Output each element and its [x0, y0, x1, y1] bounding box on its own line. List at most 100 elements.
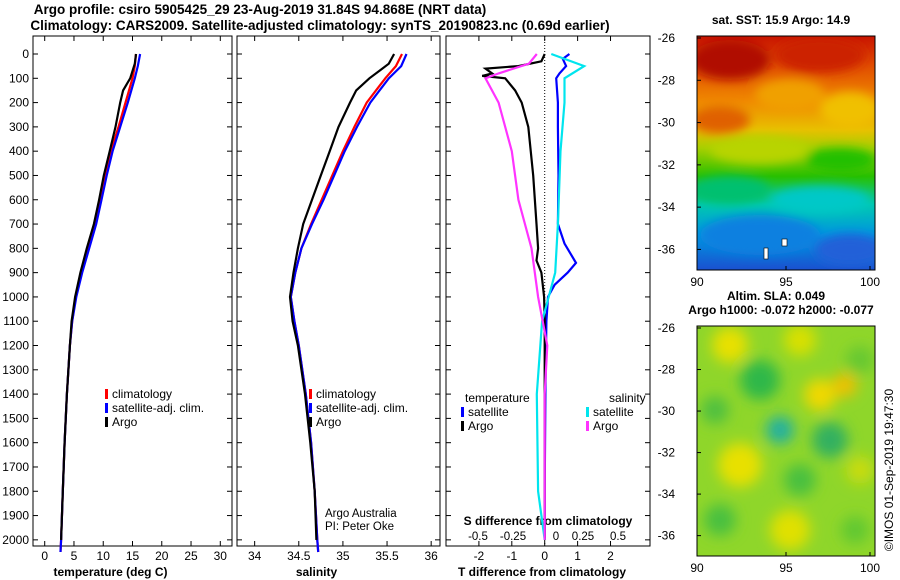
legend-label: satellite-adj. clim.: [316, 401, 408, 415]
map-title: sat. SST: 15.9 Argo: 14.9: [712, 13, 851, 27]
y-tick-label: 2000: [2, 533, 29, 547]
temperature-panel: 0100200300400500600700800900100011001200…: [2, 35, 233, 579]
side-stamp: ©IMOS 01-Sep-2019 19:47:30: [882, 389, 896, 552]
y-tick-label: 0: [22, 47, 29, 61]
legend-label: climatology: [112, 387, 172, 401]
s-tick-label: -0.5: [468, 531, 488, 543]
annotation-line: PI: Peter Oke: [325, 521, 394, 533]
legend-swatch: [309, 403, 312, 413]
s-tick-label: -0.25: [500, 531, 526, 543]
map-title: Argo h1000: -0.072 h2000: -0.077: [688, 303, 874, 317]
sst-map-axes: 90 95 100 -26 -28 -30 -32 -34 -36 sat. SST: 15.9 …: [658, 13, 881, 289]
x-tick-label: 30: [214, 549, 228, 563]
y-tick-label: -32: [658, 446, 676, 460]
legend-title-temperature: temperature: [465, 391, 530, 405]
legend-title-salinity: salinity: [609, 391, 646, 405]
y-tick-label: -26: [658, 31, 676, 45]
y-tick-label: 1700: [2, 460, 29, 474]
series-line-argo: [288, 53, 396, 540]
sla-map: [696, 325, 876, 557]
series-line-t-satellite: [543, 53, 578, 540]
y-tick-label: -28: [658, 363, 676, 377]
difference-panel: -2 -1 0 1 2 T difference from climatology S di…: [445, 35, 651, 579]
x-tick-label: -2: [474, 549, 485, 563]
salinity-frame: [236, 35, 441, 547]
x-tick-label: 90: [690, 275, 704, 289]
sla-map-axes: 90 95 100 -26 -28 -30 -32 -34 -36 Argo h1000: -0.…: [658, 289, 881, 575]
legend-label: satellite-adj. clim.: [112, 401, 204, 415]
legend-label: Argo: [593, 419, 619, 433]
y-tick-label: 1400: [2, 387, 29, 401]
y-tick-label: 1000: [2, 290, 29, 304]
x-tick-label: 34: [248, 549, 262, 563]
x-tick-label: 15: [126, 549, 140, 563]
series-line-t-argo: [481, 53, 546, 540]
x-tick-label: 10: [97, 549, 111, 563]
y-tick-label: 700: [9, 217, 29, 231]
legend-swatch: [461, 407, 464, 417]
x-axis-label: salinity: [296, 565, 338, 579]
s-axis-label: S difference from climatology: [464, 514, 633, 528]
legend-swatch: [309, 389, 312, 399]
y-tick-label: 1300: [2, 363, 29, 377]
x-tick-label: 90: [690, 561, 704, 575]
map-title: Altim. SLA: 0.049: [727, 289, 825, 303]
y-tick-label: 1800: [2, 484, 29, 498]
legend-swatch: [461, 421, 464, 431]
y-tick-label: 1900: [2, 509, 29, 523]
y-tick-label: -28: [658, 73, 676, 87]
y-tick-label: -34: [658, 487, 676, 501]
y-tick-label: 1100: [3, 314, 29, 328]
y-tick-label: 1600: [2, 436, 29, 450]
legend-label: Argo: [468, 419, 494, 433]
s-tick-label: 0.25: [572, 531, 594, 543]
legend-label: climatology: [316, 387, 376, 401]
x-axis-label: temperature (deg C): [53, 565, 167, 579]
series-line-argo: [60, 53, 138, 540]
legend-swatch: [309, 417, 312, 427]
legend-label: Argo: [112, 415, 138, 429]
y-tick-label: 800: [9, 241, 29, 255]
y-tick-label: 100: [9, 71, 29, 85]
series-line-s-argo: [483, 53, 549, 540]
x-tick-label: 0: [541, 549, 548, 563]
annotation-line: Argo Australia: [325, 508, 397, 520]
legend-swatch: [586, 407, 589, 417]
x-tick-label: 36: [424, 549, 438, 563]
x-tick-label: 0: [41, 549, 48, 563]
y-tick-label: 400: [9, 144, 29, 158]
y-tick-label: 300: [9, 120, 29, 134]
x-tick-label: 35.5: [375, 549, 399, 563]
legend-label: satellite: [593, 405, 634, 419]
y-tick-label: -36: [658, 242, 676, 256]
x-tick-label: 95: [779, 275, 793, 289]
sst-map: [696, 35, 876, 271]
legend-label: Argo: [316, 415, 342, 429]
legend-swatch: [586, 421, 589, 431]
x-tick-label: 100: [860, 561, 880, 575]
y-tick-label: 600: [9, 193, 29, 207]
legend-label: satellite: [468, 405, 509, 419]
x-tick-label: 5: [71, 549, 78, 563]
difference-frame: [445, 35, 651, 547]
y-tick-label: -36: [658, 529, 676, 543]
y-tick-label: -30: [658, 404, 676, 418]
x-tick-label: 34.5: [287, 549, 311, 563]
salinity-panel: 34 34.5 35 35.5 36 salinity climatologysatelli…: [236, 35, 441, 579]
x-tick-label: 100: [860, 275, 880, 289]
legend-swatch: [105, 389, 108, 399]
x-tick-label: 35: [336, 549, 350, 563]
y-tick-label: -26: [658, 321, 676, 335]
title-line-1: Argo profile: csiro 5905425_29 23-Aug-20…: [33, 2, 487, 17]
title-line-2: Climatology: CARS2009. Satellite-adjuste…: [30, 18, 610, 33]
y-tick-label: -34: [658, 200, 676, 214]
x-tick-label: 95: [779, 561, 793, 575]
x-tick-label: 25: [184, 549, 198, 563]
x-tick-label: 1: [574, 549, 581, 563]
legend-swatch: [105, 417, 108, 427]
y-tick-label: 1200: [2, 339, 29, 353]
temperature-frame: [32, 35, 233, 547]
series-line-s-satellite: [535, 52, 587, 541]
y-tick-label: -32: [658, 158, 676, 172]
